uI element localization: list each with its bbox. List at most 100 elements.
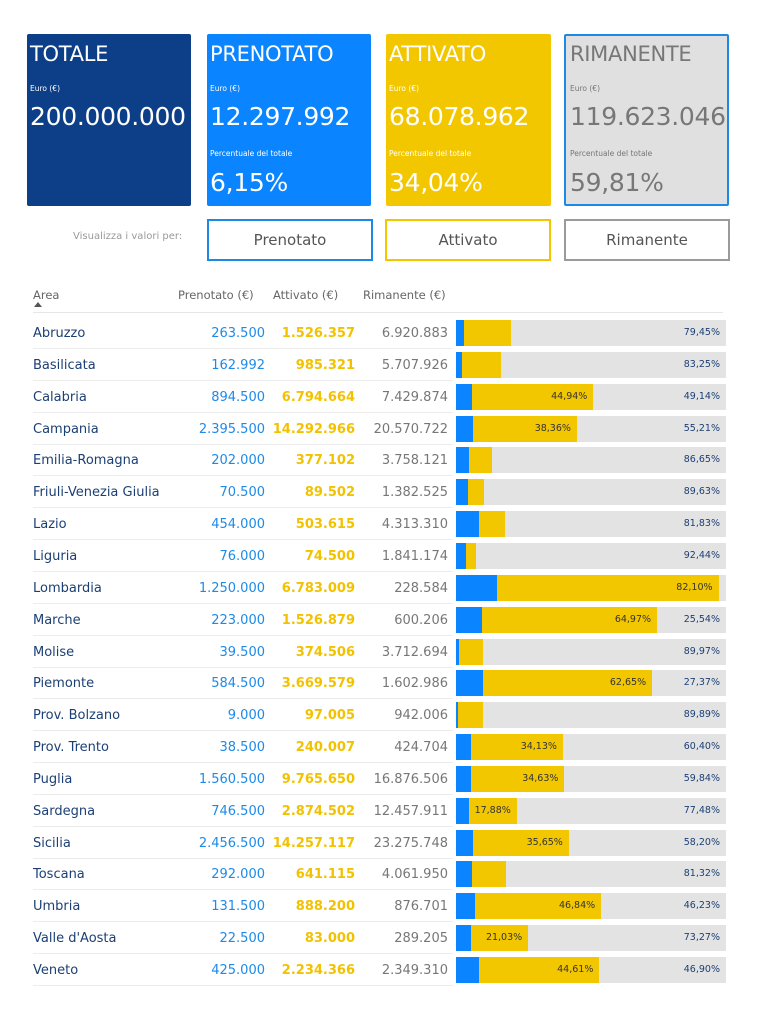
bar-label-attivato: 44,94% bbox=[551, 390, 588, 402]
table-row[interactable]: Toscana 292.000 641.115 4.061.950 81,32% bbox=[0, 858, 784, 891]
table-row[interactable]: Marche 223.000 1.526.879 600.206 64,97% 25,54… bbox=[0, 604, 784, 636]
view-attivato-button[interactable]: Attivato bbox=[385, 219, 551, 261]
bar-segment-prenotato[interactable] bbox=[456, 734, 471, 761]
bar-segment-attivato[interactable] bbox=[462, 351, 502, 378]
bar-segment-prenotato[interactable] bbox=[456, 925, 472, 952]
bar-segment-attivato[interactable] bbox=[468, 479, 484, 506]
bar-segment-prenotato[interactable] bbox=[456, 447, 469, 474]
table-row[interactable]: Calabria 894.500 6.794.664 7.429.874 44,94% 4… bbox=[0, 381, 784, 413]
bar-segment-prenotato[interactable] bbox=[456, 638, 459, 665]
row-stacked-bar[interactable]: 81,83% bbox=[456, 511, 726, 538]
bar-segment-attivato[interactable] bbox=[478, 957, 600, 983]
row-stacked-bar[interactable]: 89,97% bbox=[456, 638, 726, 665]
bar-segment-attivato[interactable] bbox=[458, 638, 484, 665]
card-rimanente-pct: 59,81% bbox=[570, 168, 664, 197]
bar-segment-attivato[interactable] bbox=[458, 702, 484, 729]
bar-segment-prenotato[interactable] bbox=[456, 797, 469, 824]
row-area: Lazio bbox=[33, 517, 67, 533]
table-row[interactable]: Sardegna 746.500 2.874.502 12.457.911 17,88%… bbox=[0, 795, 784, 827]
table-row[interactable]: Lazio 454.000 503.615 4.313.310 81,83% bbox=[0, 508, 784, 541]
bar-segment-prenotato[interactable] bbox=[456, 574, 497, 601]
row-stacked-bar[interactable]: 92,44% bbox=[456, 542, 726, 569]
row-stacked-bar[interactable]: 62,65% 27,37% bbox=[456, 670, 726, 697]
bar-segment-prenotato[interactable] bbox=[456, 957, 479, 983]
table-row[interactable]: Prov. Bolzano 9.000 97.005 942.006 89,89% bbox=[0, 699, 784, 732]
bar-segment-prenotato[interactable] bbox=[456, 765, 471, 792]
table-row[interactable]: Basilicata 162.992 985.321 5.707.926 83,25% bbox=[0, 349, 784, 381]
row-stacked-bar[interactable]: 83,25% bbox=[456, 351, 726, 378]
row-stacked-bar[interactable]: 64,97% 25,54% bbox=[456, 606, 726, 633]
bar-segment-prenotato[interactable] bbox=[456, 415, 474, 442]
bar-segment-attivato[interactable] bbox=[470, 734, 563, 761]
row-stacked-bar[interactable]: 44,94% 49,14% bbox=[456, 383, 726, 410]
bar-segment-prenotato[interactable] bbox=[456, 351, 463, 378]
table-row[interactable]: Sicilia 2.456.500 14.257.117 23.275.748 35,6… bbox=[0, 827, 784, 859]
row-stacked-bar[interactable]: 46,84% 46,23% bbox=[456, 893, 726, 920]
row-stacked-bar[interactable]: 21,03% 73,27% bbox=[456, 925, 726, 952]
bar-segment-attivato[interactable] bbox=[474, 893, 602, 920]
bar-segment-prenotato[interactable] bbox=[456, 511, 480, 538]
table-row[interactable]: Valle d'Aosta 22.500 83.000 289.205 21,03% 73… bbox=[0, 922, 784, 955]
table-row[interactable]: Abruzzo 263.500 1.526.357 6.920.883 79,45% bbox=[0, 317, 784, 349]
bar-segment-attivato[interactable] bbox=[471, 861, 507, 888]
bar-segment-attivato[interactable] bbox=[471, 925, 529, 952]
bar-segment-prenotato[interactable] bbox=[456, 702, 459, 729]
row-stacked-bar[interactable]: 38,36% 55,21% bbox=[456, 415, 726, 442]
bar-segment-attivato[interactable] bbox=[464, 320, 512, 346]
bar-segment-prenotato[interactable] bbox=[456, 320, 465, 346]
bar-segment-attivato[interactable] bbox=[479, 511, 506, 538]
bar-segment-prenotato[interactable] bbox=[456, 383, 472, 410]
bar-segment-attivato[interactable] bbox=[470, 765, 565, 792]
row-stacked-bar[interactable]: 17,88% 77,48% bbox=[456, 797, 726, 824]
row-divider bbox=[33, 793, 453, 795]
view-rimanente-button[interactable]: Rimanente bbox=[564, 219, 730, 261]
row-stacked-bar[interactable]: 89,89% bbox=[456, 702, 726, 729]
table-row[interactable]: Campania 2.395.500 14.292.966 20.570.722 38,… bbox=[0, 413, 784, 445]
column-header-attivato[interactable]: Attivato (€) bbox=[273, 288, 339, 302]
row-stacked-bar[interactable]: 35,65% 58,20% bbox=[456, 829, 726, 856]
row-stacked-bar[interactable]: 86,65% bbox=[456, 447, 726, 474]
row-area: Lombardia bbox=[33, 580, 102, 596]
row-stacked-bar[interactable]: 81,32% bbox=[456, 861, 726, 888]
row-stacked-bar[interactable]: 79,45% bbox=[456, 320, 726, 346]
row-stacked-bar[interactable]: 82,10% bbox=[456, 574, 726, 601]
bar-segment-attivato[interactable] bbox=[482, 670, 653, 697]
bar-segment-attivato[interactable] bbox=[468, 447, 493, 474]
bar-segment-prenotato[interactable] bbox=[456, 861, 472, 888]
table-row[interactable]: Puglia 1.560.500 9.765.650 16.876.506 34,63%… bbox=[0, 763, 784, 795]
column-header-rimanente[interactable]: Rimanente (€) bbox=[363, 288, 446, 302]
bar-segment-prenotato[interactable] bbox=[456, 829, 473, 856]
table-row[interactable]: Prov. Trento 38.500 240.007 424.704 34,13% 60… bbox=[0, 731, 784, 764]
table-row[interactable]: Piemonte 584.500 3.669.579 1.602.986 62,65% 2… bbox=[0, 667, 784, 700]
bar-label-rimanente: 58,20% bbox=[683, 836, 720, 848]
row-stacked-bar[interactable]: 34,13% 60,40% bbox=[456, 734, 726, 761]
bar-segment-prenotato[interactable] bbox=[456, 606, 482, 633]
table-row[interactable]: Emilia-Romagna 202.000 377.102 3.758.121 86,… bbox=[0, 444, 784, 477]
bar-segment-attivato[interactable] bbox=[471, 383, 594, 410]
table-row[interactable]: Liguria 76.000 74.500 1.841.174 92,44% bbox=[0, 540, 784, 572]
table-row[interactable]: Friuli-Venezia Giulia 70.500 89.502 1.382.5… bbox=[0, 476, 784, 509]
row-prenotato: 454.000 bbox=[211, 517, 265, 533]
sort-ascending-icon[interactable] bbox=[34, 302, 42, 307]
row-rimanente: 16.876.506 bbox=[373, 771, 448, 787]
view-prenotato-button[interactable]: Prenotato bbox=[207, 219, 373, 261]
bar-segment-attivato[interactable] bbox=[466, 542, 477, 569]
bar-segment-attivato[interactable] bbox=[473, 415, 577, 442]
bar-segment-prenotato[interactable] bbox=[456, 542, 467, 569]
table-row[interactable]: Molise 39.500 374.506 3.712.694 89,97% bbox=[0, 636, 784, 668]
row-stacked-bar[interactable]: 34,63% 59,84% bbox=[456, 765, 726, 792]
table-row[interactable]: Veneto 425.000 2.234.366 2.349.310 44,61% 46,… bbox=[0, 954, 784, 986]
bar-segment-prenotato[interactable] bbox=[456, 670, 483, 697]
bar-segment-prenotato[interactable] bbox=[456, 479, 469, 506]
column-header-area[interactable]: Area bbox=[33, 288, 60, 302]
row-stacked-bar[interactable]: 89,63% bbox=[456, 479, 726, 506]
table-row[interactable]: Umbria 131.500 888.200 876.701 46,84% 46,23% bbox=[0, 890, 784, 923]
column-header-prenotato[interactable]: Prenotato (€) bbox=[178, 288, 254, 302]
bar-segment-attivato[interactable] bbox=[496, 574, 719, 601]
bar-segment-attivato[interactable] bbox=[481, 606, 658, 633]
row-stacked-bar[interactable]: 44,61% 46,90% bbox=[456, 957, 726, 983]
table-row[interactable]: Lombardia 1.250.000 6.783.009 228.584 82,10% bbox=[0, 572, 784, 604]
bar-segment-attivato[interactable] bbox=[468, 797, 517, 824]
bar-segment-prenotato[interactable] bbox=[456, 893, 475, 920]
bar-segment-attivato[interactable] bbox=[472, 829, 569, 856]
